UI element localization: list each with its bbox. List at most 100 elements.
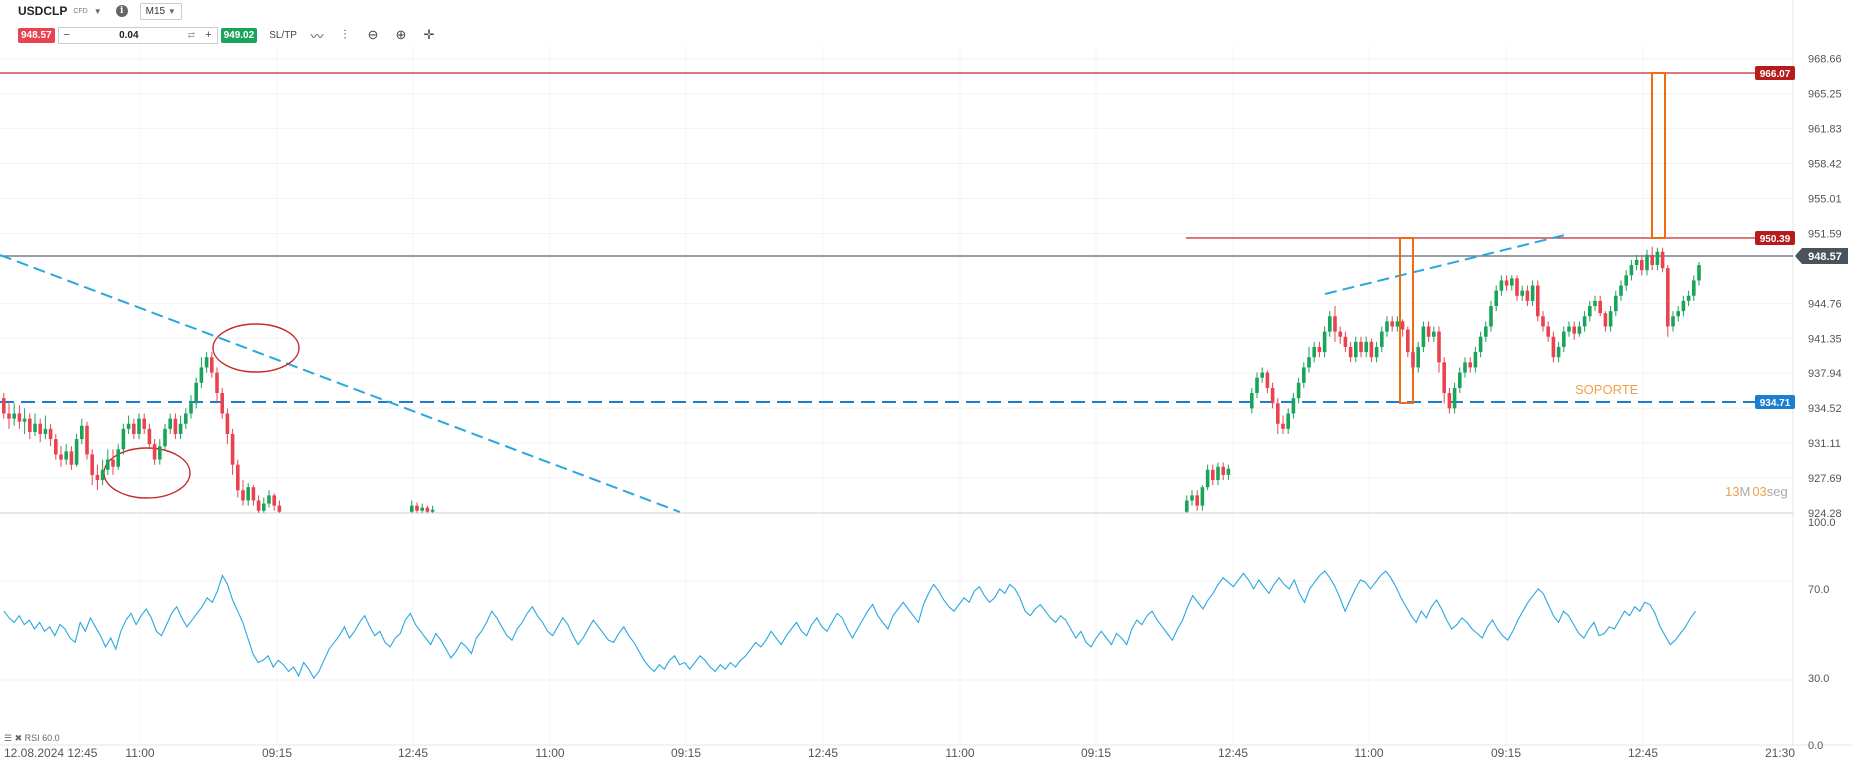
time-tick-label: 11:00 [535,746,564,760]
candle-body [1328,316,1332,332]
candle-body [1598,300,1602,314]
candle-body [173,418,178,434]
zoom-in-icon[interactable]: ⊕ [395,27,407,42]
volume-input[interactable]: 0.04 [119,29,139,41]
indicator-legend[interactable]: ☰ ✖ RSI 60.0 [4,733,60,744]
candle-body [1494,290,1498,307]
candle-body [1312,346,1316,358]
symbol-name[interactable]: USDCLP [18,4,68,18]
time-tick-label: 12:45 [808,746,838,760]
chart-toolbar: USDCLP CFD ▼ i M15 ▼ 948.57 − 0.04 ⇄ + 9… [0,0,1770,48]
symbol-type: CFD [73,7,88,15]
candle-body [1478,336,1483,353]
symbol-dropdown-icon[interactable]: ▼ [93,6,102,16]
candle-body [1510,278,1514,286]
timeframe-label: M15 [145,5,166,17]
candle-body [204,357,209,368]
candle-body [1645,254,1649,271]
candle-body [1666,268,1670,327]
candle-body [1276,403,1280,424]
timeframe-select[interactable]: M15 ▼ [139,2,182,20]
candle-body [85,425,89,455]
candle-body [1640,259,1644,271]
candle-body [1686,295,1691,301]
buy-button[interactable]: 949.02 [220,27,258,43]
candle-body [152,444,157,460]
candle-body [1406,329,1410,353]
downtrend-line[interactable] [0,254,681,513]
candle-body [1692,280,1696,296]
timer-m: M [1739,484,1750,499]
candle-body [43,428,48,434]
candle-body [1624,275,1628,286]
candle-body [1260,372,1264,378]
candle-body [1468,362,1472,368]
price-tick-label: 958.42 [1808,159,1842,171]
zoom-out-icon[interactable]: ⊖ [367,27,379,42]
candle-body [215,372,219,394]
time-tick-label: 09:15 [671,746,701,760]
candle-body [1442,362,1446,394]
candle-body [1567,326,1571,332]
candle-body [163,428,167,447]
current-price-label: 948.57 [1808,251,1842,263]
volume-increase-button[interactable]: + [205,29,212,41]
candle-body [33,423,37,432]
candle-body [1307,357,1311,368]
candle-body [1660,251,1665,269]
current-price-tag: 948.57 [1795,248,1848,264]
support-tag-bg [1755,395,1795,409]
candle-body [1416,346,1420,368]
candle-body [64,451,68,460]
candle-body [1369,341,1374,358]
volume-stepper[interactable]: − 0.04 ⇄ + [57,26,218,44]
candle-body [1551,336,1556,358]
line-chart-icon[interactable]: 〰 [310,28,324,44]
candle-body [1671,316,1675,327]
price-tick-label: 965.25 [1808,89,1842,101]
candle-body [277,505,282,512]
candle-body [1577,326,1582,334]
price-tick-label: 951.59 [1808,228,1842,240]
crosshair-icon[interactable]: ✛ [423,27,435,42]
candle-body [74,439,79,465]
candle-body [1291,398,1296,414]
time-tick-label: 21:30 [1765,746,1795,760]
sell-button[interactable]: 948.57 [18,27,55,43]
timer-seconds: 03 [1752,484,1766,499]
price-tick-label: 924.28 [1808,508,1842,520]
candle-body [1650,254,1654,266]
candle-body [1296,382,1301,399]
candle-body [121,428,126,450]
support-price-label: 934.71 [1760,398,1791,409]
measure-box-left[interactable] [1399,237,1414,404]
swap-icon[interactable]: ⇄ [187,29,196,40]
indicators-icon[interactable]: ⫶ [343,27,347,42]
candle-body [1343,336,1348,347]
swing-high-circle[interactable] [212,323,300,373]
volume-decrease-button[interactable]: − [63,29,71,41]
candle-body [1400,321,1405,330]
price-tick-label: 968.66 [1808,54,1842,66]
candle-body [1385,321,1389,332]
candle-body [1608,311,1613,327]
candle-body [1432,331,1436,337]
candle-body [1211,469,1215,481]
candle-body [1426,326,1431,337]
info-icon[interactable]: i [115,5,128,17]
candle-body [7,413,11,419]
candle-body [1359,341,1363,353]
candle-body [1200,487,1205,506]
candle-body [90,454,94,475]
candle-body [1489,306,1493,327]
candle-body [1364,341,1368,353]
indicator-menu-icon[interactable]: ☰ ✖ [4,733,23,743]
uptrend-line[interactable] [1324,234,1566,295]
measure-box-right[interactable] [1651,72,1666,239]
candle-body [1317,346,1322,353]
sltp-button[interactable]: SL/TP [269,29,297,41]
rsi-tick-label: 70.0 [1808,584,1829,596]
resistance-tag: 966.07 [1755,66,1795,80]
time-tick-label: 09:15 [1491,746,1521,760]
